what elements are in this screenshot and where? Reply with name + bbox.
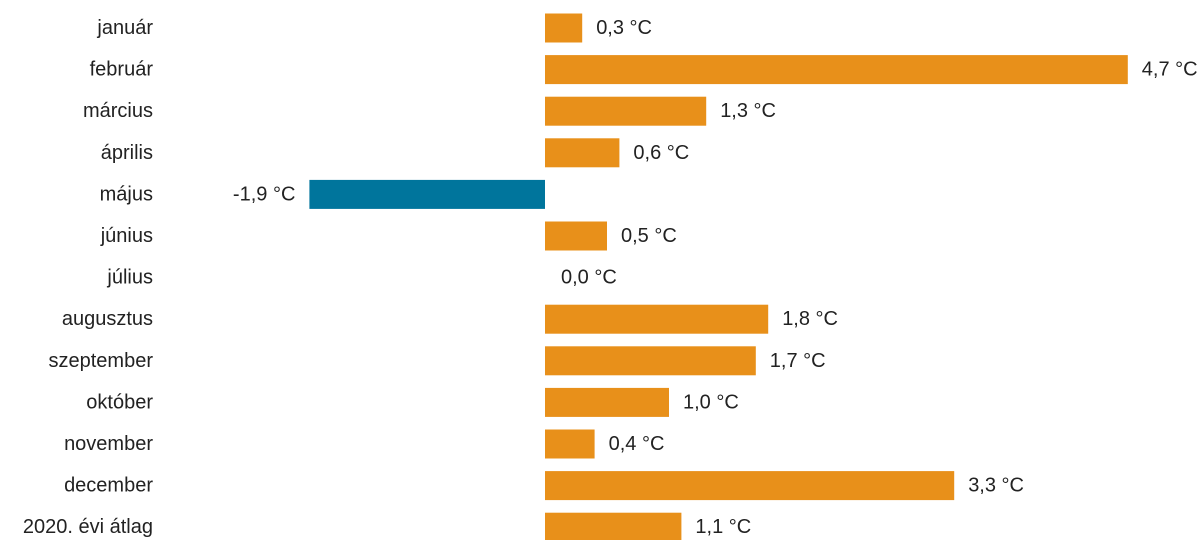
category-label: július xyxy=(106,267,153,289)
category-label: december xyxy=(64,475,153,497)
bar xyxy=(545,55,1128,85)
bar xyxy=(545,13,583,43)
category-label: június xyxy=(100,225,153,247)
data-label: -1,9 °C xyxy=(233,183,295,205)
bar xyxy=(545,346,756,376)
data-label: 0,4 °C xyxy=(609,433,665,455)
data-label: 1,1 °C xyxy=(695,516,751,538)
data-label: 0,3 °C xyxy=(596,17,652,39)
data-label: 1,3 °C xyxy=(720,100,776,122)
bar xyxy=(545,304,769,334)
category-label: április xyxy=(101,142,153,164)
bar xyxy=(545,429,595,459)
category-label: február xyxy=(90,59,154,81)
bar xyxy=(309,179,545,209)
data-label: 0,5 °C xyxy=(621,225,677,247)
category-label: november xyxy=(64,433,153,455)
data-label: 1,0 °C xyxy=(683,391,739,413)
data-label: 0,6 °C xyxy=(633,142,689,164)
bar xyxy=(545,387,669,417)
data-label: 0,0 °C xyxy=(561,267,617,289)
category-label: január xyxy=(96,17,153,39)
bar xyxy=(545,138,620,168)
category-label: március xyxy=(83,100,153,122)
data-label: 1,8 °C xyxy=(782,308,838,330)
category-label: szeptember xyxy=(49,350,154,372)
category-label: augusztus xyxy=(62,308,153,330)
category-label: október xyxy=(86,391,153,413)
bar xyxy=(545,471,955,501)
data-label: 4,7 °C xyxy=(1142,59,1198,81)
bar xyxy=(545,96,707,126)
bar xyxy=(545,221,607,251)
data-label: 3,3 °C xyxy=(968,475,1024,497)
bar xyxy=(545,512,682,540)
category-label: május xyxy=(100,183,153,205)
category-label: 2020. évi átlag xyxy=(23,516,153,538)
data-label: 1,7 °C xyxy=(770,350,826,372)
